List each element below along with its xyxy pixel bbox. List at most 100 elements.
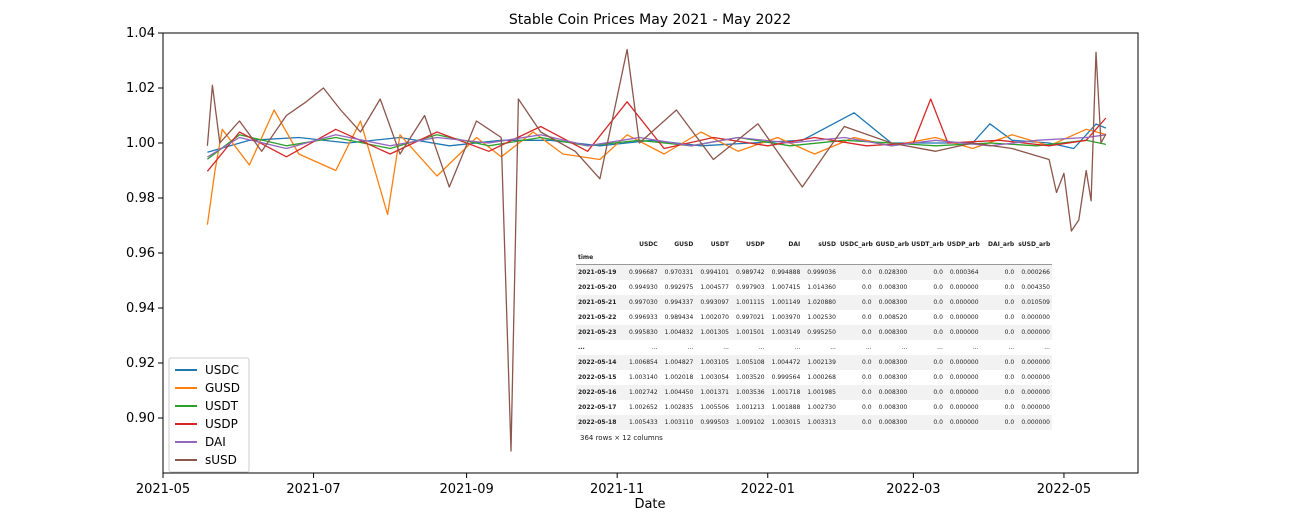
table-cell: 1.006854 xyxy=(624,355,660,370)
x-tick-label: 2022-01 xyxy=(741,482,795,497)
table-cell: 0.008300 xyxy=(878,374,908,381)
table-cell: ... xyxy=(901,344,908,351)
table-cell: 0.0 xyxy=(837,415,874,430)
table-cell: 1.003140 xyxy=(629,374,658,381)
series-line-usdp xyxy=(206,98,1107,172)
table-row: 2021-05-22 0.996933 0.989434 1.002070 0.9970… xyxy=(576,310,1052,325)
table-cell: ... xyxy=(830,344,836,351)
table-cell: 0.970331 xyxy=(659,264,696,280)
y-tick-label: 1.04 xyxy=(126,26,155,41)
table-cell: 0.995250 xyxy=(802,325,838,340)
table-corner-cell xyxy=(576,238,624,251)
y-tick-label: 0.90 xyxy=(126,411,155,426)
y-tick-label: 1.02 xyxy=(126,81,155,96)
table-cell: 0.028300 xyxy=(873,264,910,280)
table-cell: 0.004350 xyxy=(1021,284,1050,291)
table-column-header: GUSD_arb xyxy=(875,241,909,248)
table-cell: 0.0 xyxy=(862,404,872,411)
table-cell: 0.0 xyxy=(909,264,945,280)
table-cell: 1.004827 xyxy=(659,355,696,370)
table-cell: 0.0 xyxy=(1004,314,1015,321)
table-cell: 1.003520 xyxy=(735,374,765,381)
table-cell: 0.993097 xyxy=(695,295,731,310)
table-index-cell: 2022-05-17 xyxy=(578,404,617,411)
table-cell: 0.994888 xyxy=(766,264,803,280)
dataframe-table: USDC GUSD USDT USDP DAI sUSD USDC_arb GU… xyxy=(576,238,1052,448)
table-cell: 0.0 xyxy=(862,284,872,291)
table-cell: 1.004832 xyxy=(659,325,696,340)
table-cell: 0.989434 xyxy=(664,314,694,321)
table-cell: 1.004577 xyxy=(700,284,729,291)
table-header-row: USDC GUSD USDT USDP DAI sUSD USDC_arb GU… xyxy=(576,238,1052,251)
table-cell: 0.000000 xyxy=(1021,374,1050,381)
table-cell: 1.003313 xyxy=(802,415,838,430)
table-cell: ... xyxy=(794,344,801,351)
table-cell: 0.0 xyxy=(837,295,874,310)
table-cell: 0.0 xyxy=(909,385,945,400)
table-cell: 0.000000 xyxy=(949,314,979,321)
table-row: 2022-05-14 1.006854 1.004827 1.003105 1.0051… xyxy=(576,355,1052,370)
table-cell: 1.002730 xyxy=(807,404,836,411)
x-tick-label: 2021-07 xyxy=(286,482,340,497)
table-cell: 0.995830 xyxy=(624,325,660,340)
table-cell: 0.000000 xyxy=(944,325,981,340)
table-cell: 0.999564 xyxy=(771,374,801,381)
series-line-dai xyxy=(207,134,1106,158)
table-cell: 0.0 xyxy=(980,385,1017,400)
table-cell: 1.003015 xyxy=(766,415,803,430)
x-tick-label: 2021-05 xyxy=(136,482,190,497)
table-column-header: USDP xyxy=(746,241,765,248)
table-cell: 0.0 xyxy=(837,264,874,280)
table-index-cell: 2021-05-19 xyxy=(576,264,624,280)
table-index-cell: 2021-05-21 xyxy=(576,295,624,310)
table-cell: 0.0 xyxy=(1004,404,1015,411)
table-index-cell: 2022-05-16 xyxy=(576,385,624,400)
table-column-header: DAI_arb xyxy=(988,241,1015,248)
table-cell: 1.005433 xyxy=(624,415,660,430)
table-cell: 1.001213 xyxy=(735,404,765,411)
table-cell: 1.001985 xyxy=(802,385,838,400)
table-cell: 1.001371 xyxy=(695,385,731,400)
table-cell: 0.999036 xyxy=(802,264,838,280)
table-cell: 0.0 xyxy=(980,264,1017,280)
table-cell: 0.000000 xyxy=(944,355,981,370)
table-cell: 1.001115 xyxy=(730,295,767,310)
table-body: 2021-05-19 0.996687 0.970331 0.994101 0.9897… xyxy=(576,264,1052,430)
table-cell: 0.0 xyxy=(909,325,945,340)
x-tick-label: 2022-03 xyxy=(886,482,940,497)
table-index-cell: ... xyxy=(578,344,585,351)
table-cell: 0.000000 xyxy=(944,415,981,430)
table-cell: 0.008300 xyxy=(878,284,908,291)
table-cell: 0.000000 xyxy=(1021,314,1050,321)
legend-label: USDT xyxy=(205,399,239,413)
table-cell: 1.003536 xyxy=(730,385,767,400)
table-row: 2021-05-20 0.994930 0.992975 1.004577 0.9979… xyxy=(576,280,1052,295)
x-tick-label: 2021-09 xyxy=(439,482,493,497)
table-index-cell: 2021-05-20 xyxy=(578,284,617,291)
table-column-header: GUSD xyxy=(674,241,694,248)
table-cell: ... xyxy=(1044,344,1050,351)
table-cell: 1.007415 xyxy=(771,284,801,291)
table-shape-text: 364 rows × 12 columns xyxy=(580,434,663,442)
table-cell: 0.000000 xyxy=(1021,404,1050,411)
table-column-header: sUSD xyxy=(818,241,836,248)
table-cell: 1.003054 xyxy=(700,374,729,381)
table-column-header: sUSD_arb xyxy=(1018,241,1051,248)
legend-label: DAI xyxy=(205,435,226,449)
table-cell: 0.0 xyxy=(909,295,945,310)
table-row: ....................................... xyxy=(576,340,1052,355)
table-cell: 0.999503 xyxy=(695,415,731,430)
legend-label: GUSD xyxy=(205,381,240,395)
table-index-cell: 2022-05-18 xyxy=(576,415,624,430)
table-cell: 0.000364 xyxy=(944,264,981,280)
y-axis: 0.90 0.92 0.94 0.96 0.98 1.00 1.02 1.04 xyxy=(126,26,163,426)
table-cell: 0.000000 xyxy=(949,404,979,411)
table-cell: 1.014360 xyxy=(807,284,836,291)
chart-title: Stable Coin Prices May 2021 - May 2022 xyxy=(509,12,791,28)
table-index-cell: 2022-05-14 xyxy=(576,355,624,370)
table-cell: 0.0 xyxy=(909,415,945,430)
dataframe-grid: USDC GUSD USDT USDP DAI sUSD USDC_arb GU… xyxy=(576,238,1052,430)
table-cell: 0.0 xyxy=(980,295,1017,310)
table-cell: 0.000000 xyxy=(949,284,979,291)
table-cell: 1.003105 xyxy=(695,355,731,370)
